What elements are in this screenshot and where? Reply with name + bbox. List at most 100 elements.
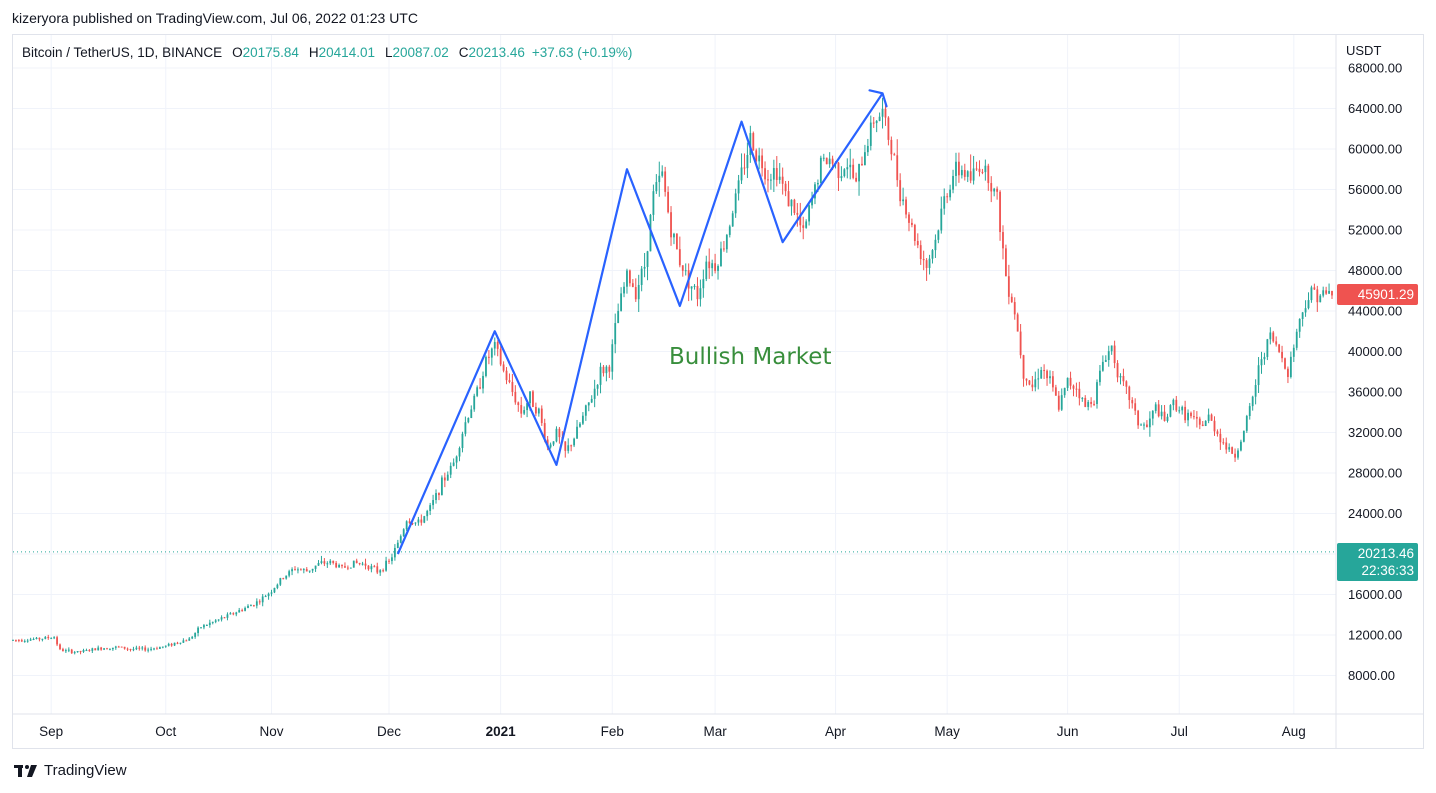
candle-body [1140, 424, 1142, 426]
candle-body [999, 191, 1001, 233]
candle-body [1169, 405, 1172, 417]
price-scale-unit[interactable]: USDT [1346, 43, 1382, 58]
candle-body [229, 613, 232, 615]
time-tick-label: Mar [703, 724, 727, 739]
candle-body [1289, 356, 1292, 377]
candle-body [734, 193, 737, 214]
candle-body [1028, 380, 1031, 385]
candle-body [869, 122, 872, 146]
candle-body [843, 169, 846, 177]
candle-body [29, 639, 32, 641]
candle-body [282, 578, 285, 580]
candle-body [987, 165, 990, 184]
candle-body [258, 601, 261, 603]
candle-body [796, 212, 799, 215]
candle-body [373, 566, 376, 568]
candle-body [781, 176, 784, 184]
candle-body [1251, 396, 1254, 407]
candle-body [493, 342, 496, 349]
candle-body [473, 395, 476, 410]
candle-body [1072, 385, 1075, 389]
candle-body [449, 465, 452, 475]
candle-body [435, 493, 437, 501]
candle-body [1137, 410, 1140, 426]
candle-body [320, 561, 323, 564]
candle-body [349, 567, 352, 569]
candle-body [828, 158, 831, 165]
low-label: L [384, 45, 393, 60]
candle-body [423, 516, 426, 523]
candle-body [70, 649, 73, 654]
candle-body [673, 233, 675, 238]
candle-body [514, 391, 517, 403]
candle-body [1313, 287, 1316, 290]
candle-body [1010, 296, 1013, 303]
candle-body [614, 323, 617, 345]
candle-body [1037, 378, 1040, 380]
candle-body [746, 154, 749, 169]
candle-body [623, 286, 625, 294]
candle-body [1304, 308, 1307, 313]
candle-body [925, 260, 928, 268]
candle-body [1190, 412, 1192, 417]
candle-body [684, 270, 687, 272]
candle-body [570, 445, 573, 447]
candle-body [297, 569, 299, 571]
candle-body [126, 648, 129, 650]
candle-body [887, 117, 890, 140]
candle-body [1242, 430, 1245, 442]
candle-body [235, 612, 238, 615]
candle-body [470, 409, 473, 419]
candle-body [41, 638, 44, 640]
candle-body [217, 619, 220, 621]
candle-body [881, 108, 884, 117]
candle-body [1278, 344, 1281, 352]
price-tick-label: 12000.00 [1348, 628, 1402, 643]
candle-body [393, 547, 396, 558]
candle-body [931, 250, 934, 259]
time-tick-label: Nov [260, 724, 284, 739]
candle-body [1066, 377, 1069, 388]
candle-body [963, 169, 966, 177]
candle-body [1101, 361, 1104, 371]
candle-body [643, 266, 646, 269]
candle-body [1160, 411, 1163, 417]
candle-body [341, 565, 343, 567]
candle-body [611, 344, 614, 372]
time-tick-label: Aug [1282, 724, 1306, 739]
candle-body [1245, 415, 1248, 431]
candle-body [664, 171, 667, 192]
candle-body [819, 157, 822, 183]
symbol-label[interactable]: Bitcoin / TetherUS, 1D, BINANCE [22, 45, 223, 60]
candle-body [182, 640, 185, 643]
candle-body [476, 387, 479, 396]
candle-body [905, 199, 907, 215]
candle-body [508, 380, 511, 382]
candle-body [399, 536, 402, 543]
candle-body [520, 405, 523, 414]
candle-body [814, 184, 816, 199]
candle-body [558, 428, 561, 438]
candle-body [429, 505, 432, 511]
candle-body [934, 239, 937, 251]
candle-body [811, 198, 813, 206]
candle-body [1090, 401, 1093, 404]
candle-body [1005, 248, 1007, 277]
candle-body [335, 562, 338, 568]
candle-body [1275, 341, 1278, 345]
candle-body [302, 569, 305, 571]
candle-body [837, 162, 840, 179]
ohlc-legend: Bitcoin / TetherUS, 1D, BINANCE O 20175.8… [22, 45, 632, 60]
time-tick-label: Oct [155, 724, 176, 739]
candle-body [652, 191, 655, 215]
candle-body [617, 310, 620, 324]
candle-body [264, 596, 267, 598]
candle-body [446, 474, 449, 481]
candle-body [1148, 418, 1151, 428]
candle-body [1163, 411, 1166, 421]
candle-body [1254, 385, 1257, 397]
last-price-badge-text: 45901.29 [1358, 287, 1414, 302]
footer-branding[interactable]: TradingView [14, 762, 127, 779]
candle-body [417, 519, 420, 523]
